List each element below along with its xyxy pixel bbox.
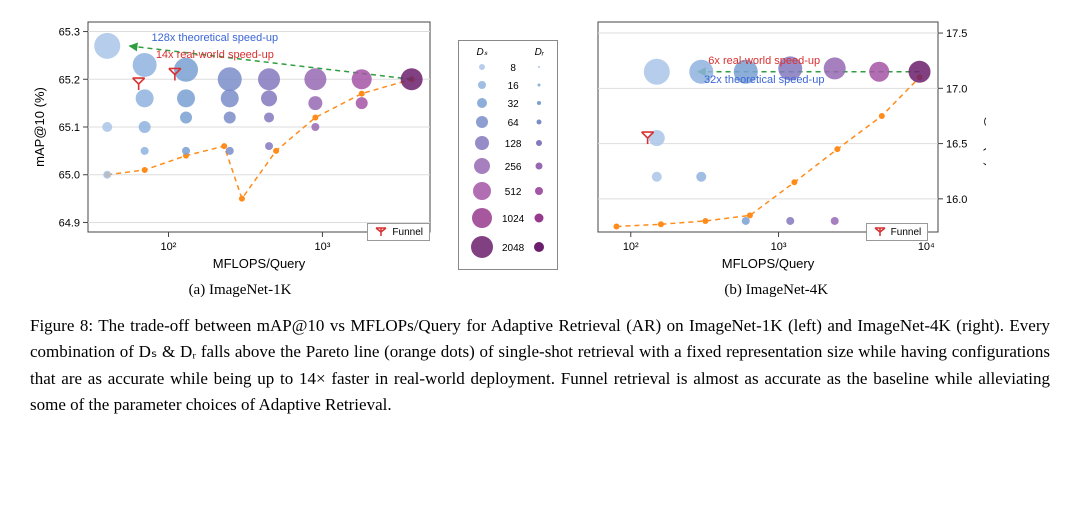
panel-a: 64.9 65.0 65.1 65.2 65.3 10² 10³ 128x theoreti… xyxy=(30,10,450,299)
funnel-legend-b: Funnel xyxy=(866,223,929,241)
svg-text:16.0: 16.0 xyxy=(946,194,967,206)
svg-text:mAP@10 (%): mAP@10 (%) xyxy=(983,87,986,167)
svg-text:10⁴: 10⁴ xyxy=(918,241,935,253)
panel-b: 16.0 16.5 17.0 17.5 10² 10³ 10⁴ 6x real-world … xyxy=(566,10,986,299)
svg-text:32x theoretical speed-up: 32x theoretical speed-up xyxy=(704,74,824,86)
svg-text:mAP@10 (%): mAP@10 (%) xyxy=(32,87,47,167)
figure-caption: Figure 8: The trade-off between mAP@10 v… xyxy=(30,313,1050,418)
svg-text:10²: 10² xyxy=(161,241,177,253)
svg-text:17.5: 17.5 xyxy=(946,28,967,40)
funnel-legend-a: Funnel xyxy=(367,223,430,241)
svg-text:10²: 10² xyxy=(623,241,639,253)
svg-text:MFLOPS/Query: MFLOPS/Query xyxy=(213,256,306,271)
svg-text:MFLOPS/Query: MFLOPS/Query xyxy=(722,256,815,271)
svg-text:128x theoretical speed-up: 128x theoretical speed-up xyxy=(152,32,279,44)
size-legend: DₛDᵣ 8 16 32 64 128 256 512 xyxy=(458,40,558,270)
svg-text:14x real-world speed-up: 14x real-world speed-up xyxy=(156,49,274,61)
svg-text:65.2: 65.2 xyxy=(59,74,80,86)
svg-text:65.3: 65.3 xyxy=(59,27,80,39)
svg-text:64.9: 64.9 xyxy=(59,217,80,229)
svg-text:10³: 10³ xyxy=(771,241,787,253)
svg-text:16.5: 16.5 xyxy=(946,139,967,151)
panel-b-subcaption: (b) ImageNet-4K xyxy=(566,282,986,299)
svg-text:65.1: 65.1 xyxy=(59,122,80,134)
svg-text:10³: 10³ xyxy=(314,241,330,253)
svg-text:17.0: 17.0 xyxy=(946,83,967,95)
funnel-legend-label: Funnel xyxy=(392,227,423,238)
figure-row: 64.9 65.0 65.1 65.2 65.3 10² 10³ 128x theoreti… xyxy=(30,10,1050,299)
svg-text:65.0: 65.0 xyxy=(59,170,80,182)
panel-a-subcaption: (a) ImageNet-1K xyxy=(30,282,450,299)
svg-text:6x real-world speed-up: 6x real-world speed-up xyxy=(709,55,821,67)
caption-text: The trade-off between mAP@10 vs MFLOPs/Q… xyxy=(30,316,1050,414)
funnel-legend-label: Funnel xyxy=(891,227,922,238)
figure-label: Figure 8: xyxy=(30,316,93,335)
